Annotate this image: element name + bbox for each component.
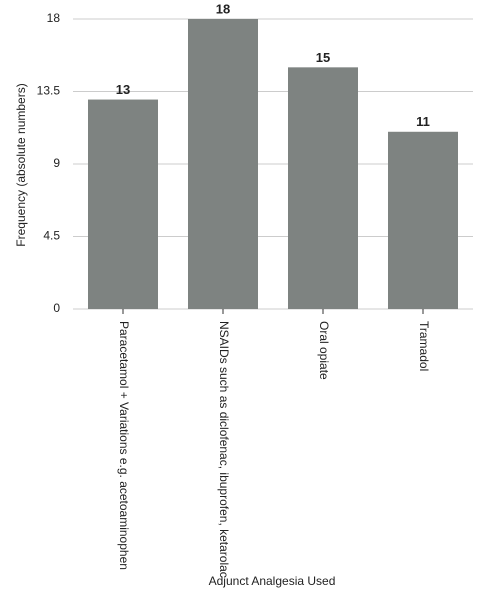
bar: [88, 99, 158, 309]
y-tick-label: 18: [47, 11, 61, 25]
value-label: 18: [216, 1, 230, 16]
y-tick-label: 9: [53, 156, 60, 170]
x-tick-label: Paracetamol + Variations e.g. acetoamino…: [117, 321, 131, 570]
bar: [188, 19, 258, 309]
x-axis-label: Adjunct Analgesia Used: [209, 574, 336, 588]
bar: [288, 67, 358, 309]
y-tick-label: 0: [53, 301, 60, 315]
y-tick-label: 13.5: [37, 84, 61, 98]
value-label: 13: [116, 82, 130, 97]
value-label: 15: [316, 50, 330, 65]
y-tick-label: 4.5: [43, 229, 60, 243]
value-label: 11: [416, 114, 430, 129]
x-tick-label: Oral opiate: [317, 321, 331, 380]
y-axis-label: Frequency (absolute numbers): [14, 83, 28, 246]
bar: [388, 131, 458, 309]
x-tick-label: Tramadol: [417, 321, 431, 371]
x-tick-label: NSAIDs such as diclofenac, ibuprofen, ke…: [217, 321, 231, 578]
